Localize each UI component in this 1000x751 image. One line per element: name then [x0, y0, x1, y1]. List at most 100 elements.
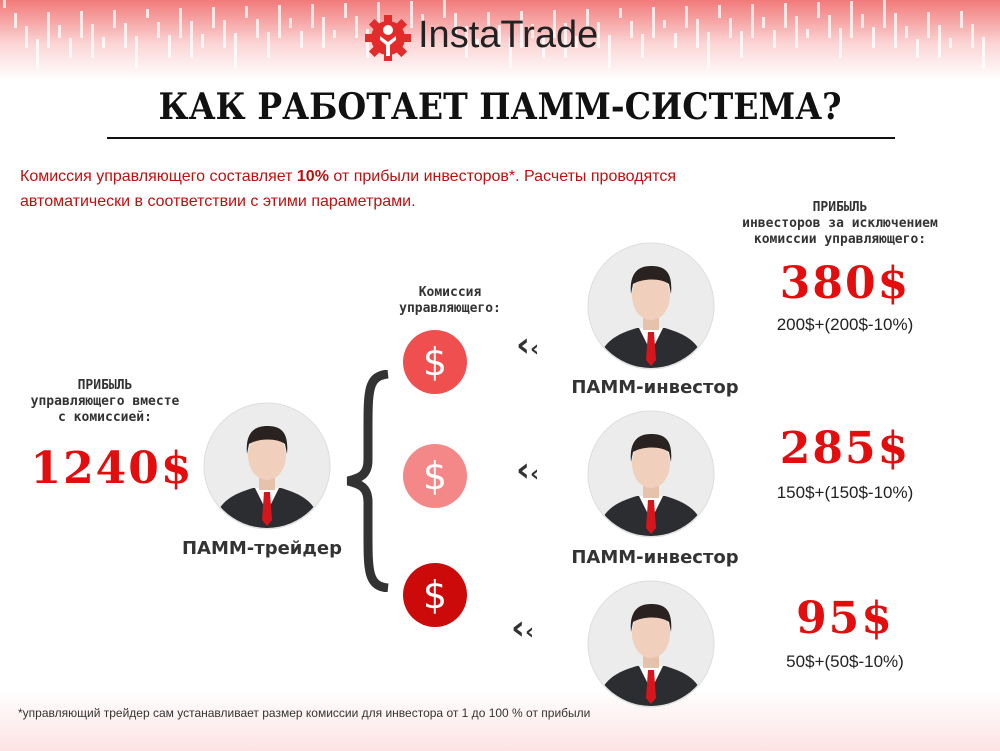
candlestick-decoration	[256, 19, 259, 38]
candlestick-decoration	[102, 37, 105, 48]
candlestick-decoration	[542, 37, 545, 58]
header-background	[0, 0, 1000, 80]
intro-text: Комиссия управляющего составляет 10% от …	[20, 164, 720, 214]
candlestick-decoration	[289, 18, 292, 28]
candlestick-decoration	[3, 0, 6, 8]
candlestick-decoration	[971, 24, 974, 48]
investor-calc: 150$+(150$-10%)	[776, 483, 914, 502]
candlestick-decoration	[960, 11, 963, 28]
chevron-left-icon: ‹‹	[511, 608, 535, 648]
investor-role: ПАММ-инвестор	[571, 377, 739, 398]
candlestick-decoration	[520, 11, 523, 48]
candlestick-decoration	[421, 14, 424, 48]
candlestick-decoration	[938, 25, 941, 58]
candlestick-decoration	[784, 3, 787, 28]
candlestick-decoration	[234, 33, 237, 68]
candlestick-decoration	[949, 38, 952, 48]
candlestick-decoration	[707, 32, 710, 68]
candlestick-decoration	[509, 38, 512, 68]
candlestick-decoration	[454, 13, 457, 38]
investor-avatar	[587, 580, 715, 713]
candlestick-decoration	[190, 21, 193, 58]
investor-amount: 285$	[779, 423, 911, 474]
trader-header: ПРИБЫЛЬ управляющего вместе с комиссией:	[5, 378, 205, 426]
intro-part1: Комиссия управляющего составляет	[20, 168, 297, 185]
page-title: КАК РАБОТАЕТ ПАММ-СИСТЕМА?	[158, 86, 842, 128]
candlestick-decoration	[553, 10, 556, 38]
candlestick-decoration	[762, 17, 765, 28]
candlestick-decoration	[905, 26, 908, 38]
candlestick-decoration	[168, 35, 171, 58]
header-line: ПРИБЫЛЬ	[77, 378, 133, 393]
candlestick-decoration	[641, 34, 644, 58]
title-underline	[107, 137, 895, 139]
candlestick-decoration	[14, 13, 17, 28]
candlestick-decoration	[828, 15, 831, 38]
header-line: инвесторов за исключением	[742, 216, 938, 231]
candlestick-decoration	[113, 10, 116, 28]
candlestick-decoration	[69, 38, 72, 58]
candlestick-decoration	[718, 5, 721, 18]
candlestick-decoration	[267, 32, 270, 58]
trader-avatar	[203, 402, 331, 535]
candlestick-decoration	[806, 29, 809, 38]
candlestick-decoration	[861, 14, 864, 28]
candlestick-decoration	[344, 3, 347, 18]
header-line: Комиссия	[418, 285, 482, 300]
investor-calc: 50$+(50$-10%)	[786, 652, 904, 671]
candlestick-decoration	[91, 24, 94, 58]
investor-avatar	[587, 410, 715, 543]
candlestick-decoration	[487, 12, 490, 28]
dollar-icon: $	[403, 444, 467, 508]
candlestick-decoration	[443, 0, 446, 18]
candlestick-decoration	[47, 12, 50, 48]
brace-icon	[346, 370, 389, 592]
candlestick-decoration	[432, 27, 435, 38]
investor-amount: 95$	[796, 593, 894, 644]
candlestick-decoration	[630, 21, 633, 38]
header-line: ПРИБЫЛЬ	[812, 200, 868, 215]
trader-role: ПАММ-трейдер	[181, 538, 343, 559]
candlestick-decoration	[212, 7, 215, 28]
candlestick-decoration	[872, 27, 875, 48]
investor-role: ПАММ-инвестор	[571, 547, 739, 568]
candlestick-decoration	[146, 9, 149, 18]
candlestick-decoration	[135, 36, 138, 68]
candlestick-decoration	[531, 24, 534, 38]
candlestick-decoration	[278, 5, 281, 38]
investor-amount: 380$	[779, 258, 911, 309]
candlestick-decoration	[839, 28, 842, 58]
candlestick-decoration	[751, 4, 754, 38]
candlestick-decoration	[608, 35, 611, 68]
candlestick-decoration	[157, 22, 160, 38]
candlestick-decoration	[124, 23, 127, 48]
gear-logo-icon	[365, 15, 411, 61]
candlestick-decoration	[817, 2, 820, 18]
header-line: управляющего:	[399, 301, 501, 316]
candlestick-decoration	[311, 4, 314, 28]
candlestick-decoration	[586, 9, 589, 28]
candlestick-decoration	[25, 26, 28, 48]
candlestick-decoration	[795, 16, 798, 48]
footer-background	[0, 690, 1000, 751]
candlestick-decoration	[652, 7, 655, 38]
candlestick-decoration	[982, 37, 985, 68]
candlestick-decoration	[410, 1, 413, 28]
candlestick-decoration	[850, 1, 853, 38]
brand-name: InstaTrade	[418, 14, 599, 56]
intro-part2: от прибыли инвесторов*. Расчеты проводят…	[20, 168, 677, 210]
candlestick-decoration	[740, 31, 743, 58]
candlestick-decoration	[674, 33, 677, 48]
candlestick-decoration	[883, 0, 886, 28]
candlestick-decoration	[498, 25, 501, 48]
candlestick-decoration	[377, 2, 380, 38]
candlestick-decoration	[465, 26, 468, 58]
candlestick-decoration	[916, 39, 919, 58]
candlestick-decoration	[201, 34, 204, 48]
candlestick-decoration	[575, 36, 578, 48]
candlestick-decoration	[36, 39, 39, 68]
candlestick-decoration	[245, 6, 248, 18]
header-line: управляющего вместе	[30, 394, 180, 409]
candlestick-decoration	[685, 6, 688, 28]
header-line: комиссии управляющего:	[753, 232, 927, 247]
